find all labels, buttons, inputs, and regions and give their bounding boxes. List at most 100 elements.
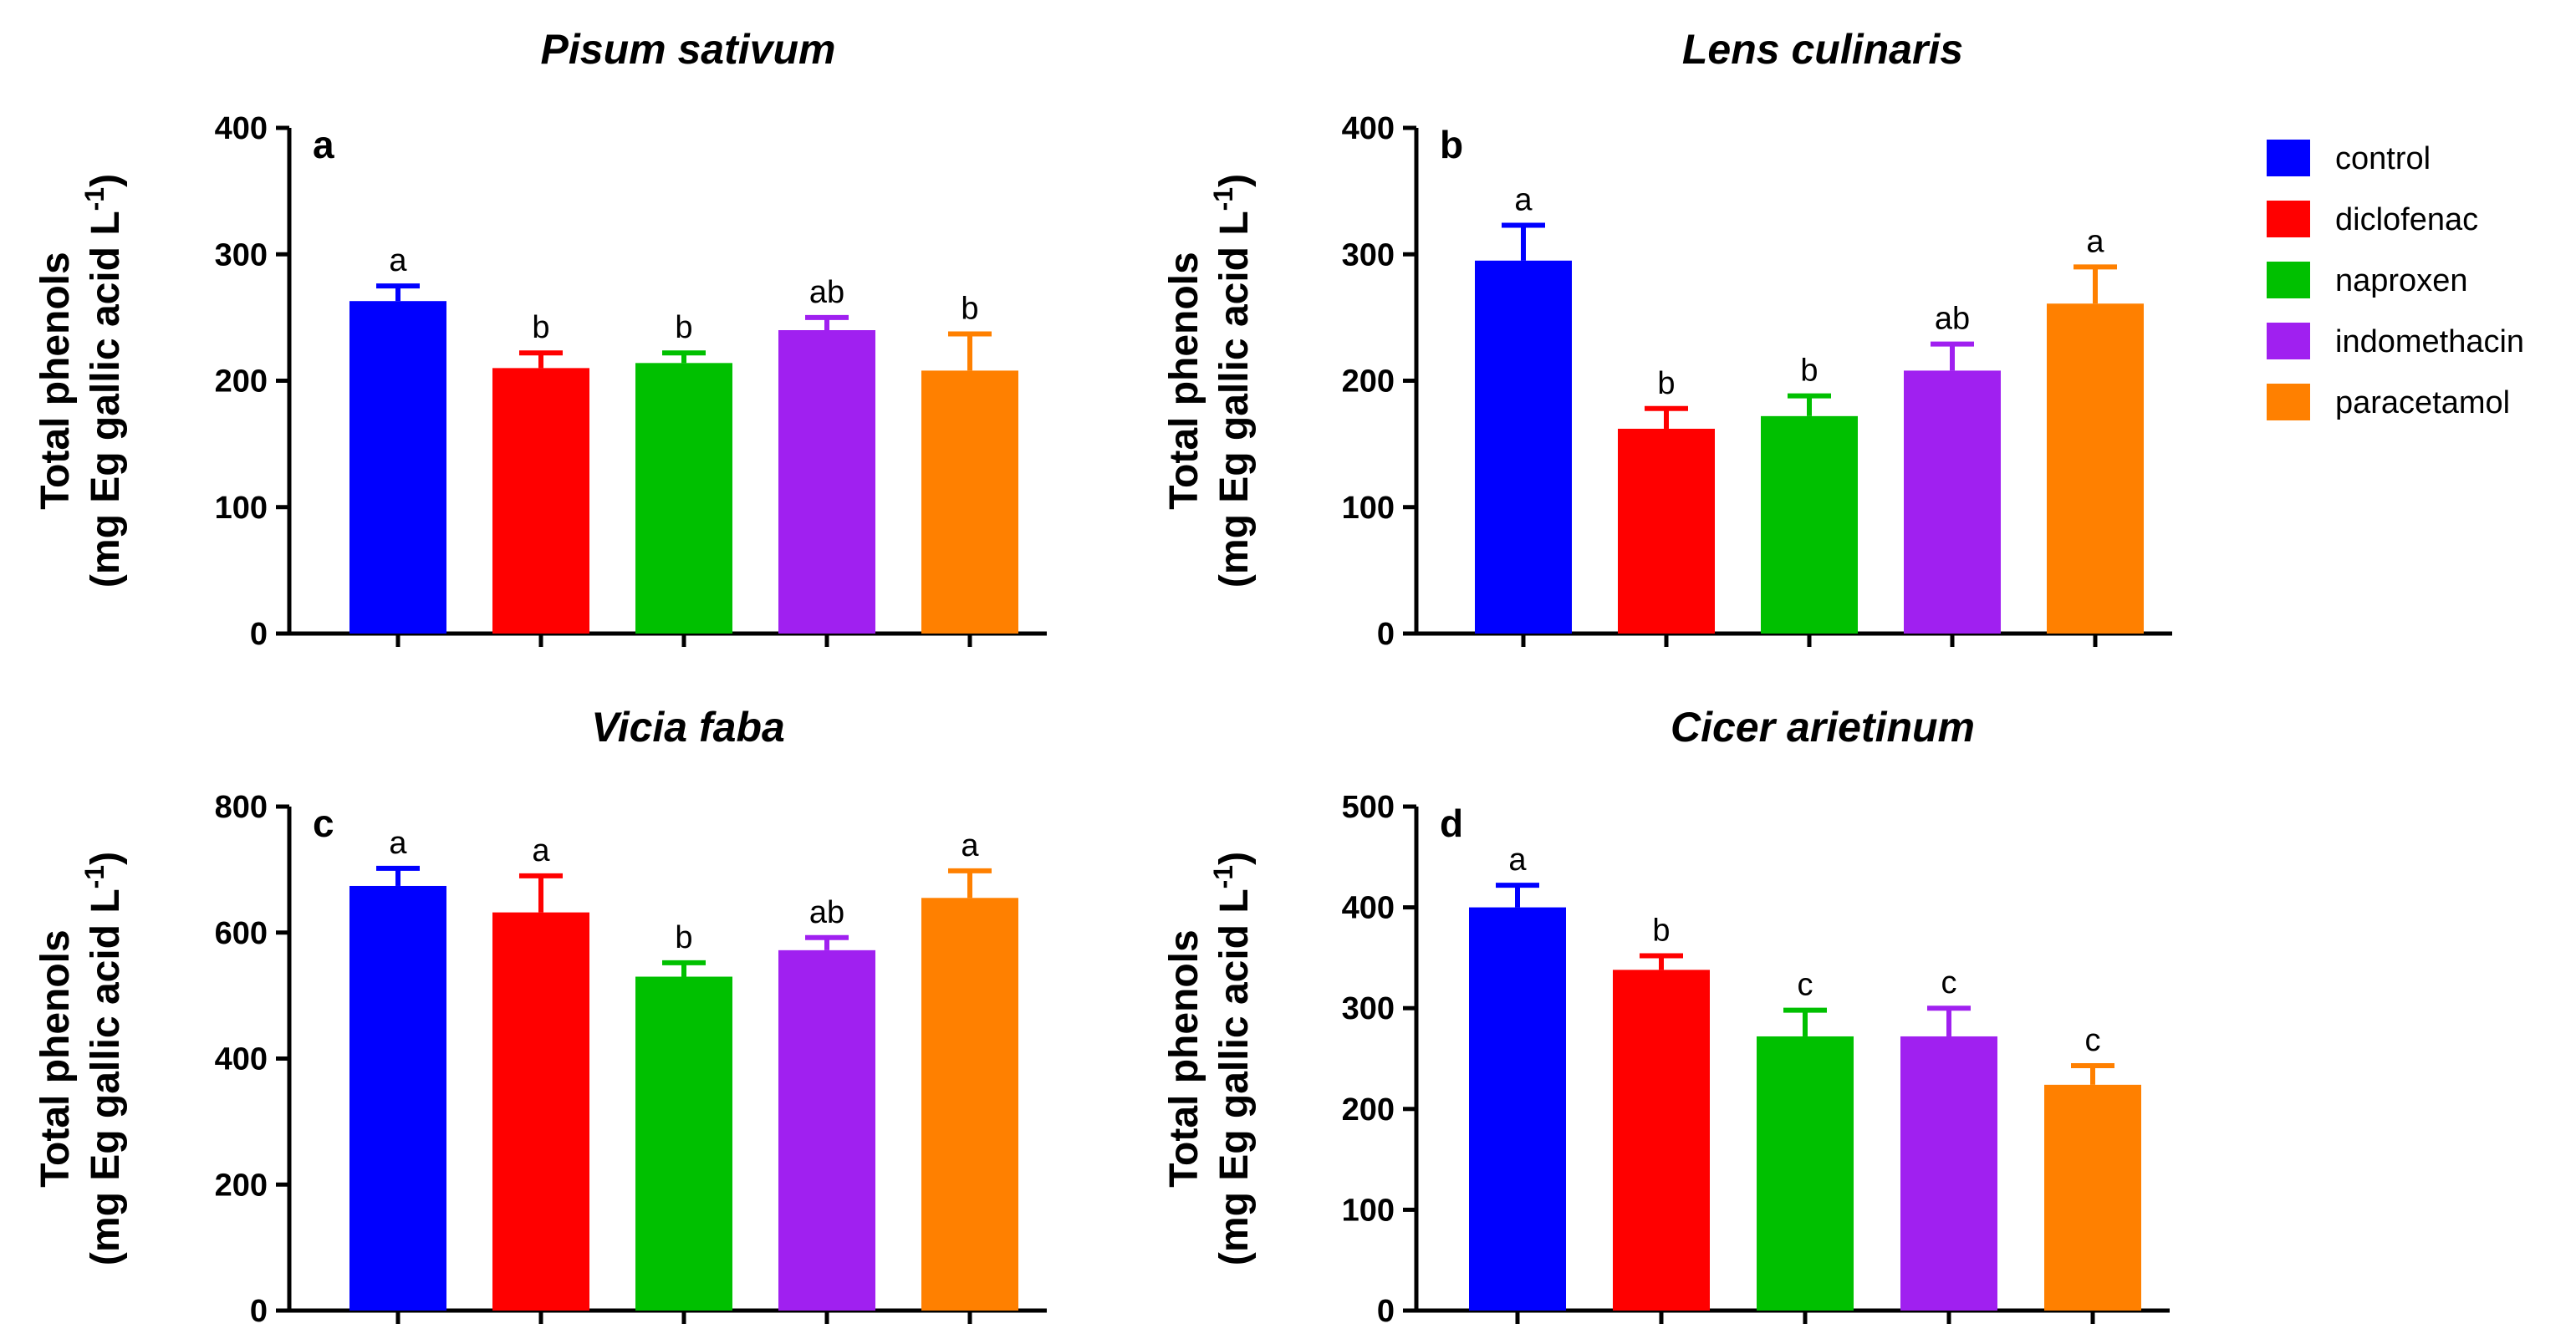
chart-title: Pisum sativum bbox=[541, 26, 836, 73]
bar-diclofenac bbox=[1613, 970, 1710, 1311]
legend-swatch bbox=[2267, 262, 2310, 298]
significance-letter: c bbox=[1941, 965, 1957, 1000]
y-axis-label-line2: (mg Eg gallic acid L-1) bbox=[79, 174, 128, 588]
bar-paracetamol bbox=[921, 898, 1018, 1311]
legend: control diclofenac naproxen indomethacin par… bbox=[2267, 140, 2524, 420]
y-axis-label-line2: (mg Eg gallic acid L-1) bbox=[79, 852, 128, 1265]
bar-control bbox=[1475, 260, 1572, 634]
chart-title: Lens culinaris bbox=[1682, 26, 1963, 73]
significance-letter: ab bbox=[809, 275, 844, 310]
panel-letter: a bbox=[313, 123, 334, 166]
bar-indomethacin bbox=[778, 949, 875, 1311]
bar-naproxen bbox=[1757, 1036, 1854, 1311]
y-axis-label-line1: Total phenols bbox=[33, 929, 78, 1187]
legend-swatch bbox=[2267, 323, 2310, 359]
significance-letter: a bbox=[961, 828, 979, 863]
significance-letter: a bbox=[2086, 224, 2104, 259]
significance-letter: a bbox=[1508, 843, 1527, 878]
y-tick-label: 300 bbox=[1342, 991, 1395, 1026]
y-tick-label: 300 bbox=[215, 237, 268, 272]
bar-diclofenac bbox=[492, 368, 589, 634]
y-axis-label-line1: Total phenols bbox=[1162, 929, 1206, 1187]
significance-letter: ab bbox=[1935, 302, 1970, 337]
y-axis-label-close: ) bbox=[84, 174, 128, 187]
bar-diclofenac bbox=[492, 912, 589, 1311]
bar-diclofenac bbox=[1618, 428, 1715, 634]
y-axis-label-exponent: -1 bbox=[79, 865, 110, 888]
chart-title: Cicer arietinum bbox=[1671, 704, 1975, 751]
y-axis-label-units: (mg Eg gallic acid L bbox=[1212, 888, 1257, 1265]
y-axis-label-close: ) bbox=[84, 852, 128, 865]
y-axis-label-units: (mg Eg gallic acid L bbox=[84, 211, 128, 588]
y-axis-label-line1: Total phenols bbox=[33, 252, 78, 509]
legend-label: paracetamol bbox=[2335, 385, 2510, 420]
chart-panel-b: Lens culinaris Total phenols (mg Eg gallic… bbox=[1162, 26, 2172, 652]
bar-naproxen bbox=[635, 363, 732, 634]
chart-panel-c: Vicia faba Total phenols (mg Eg gallic aci… bbox=[33, 704, 1047, 1329]
y-tick-label: 500 bbox=[1342, 790, 1395, 825]
legend-swatch bbox=[2267, 201, 2310, 237]
y-tick-label: 0 bbox=[1377, 617, 1395, 652]
y-tick-label: 400 bbox=[215, 1042, 268, 1077]
significance-letter: b bbox=[675, 310, 692, 345]
y-tick-label: 100 bbox=[215, 491, 268, 526]
y-tick-label: 600 bbox=[215, 916, 268, 951]
y-axis-label-line2: (mg Eg gallic acid L-1) bbox=[1208, 174, 1257, 588]
significance-letter: c bbox=[1798, 968, 1813, 1003]
y-tick-label: 800 bbox=[215, 790, 268, 825]
y-axis-label-close: ) bbox=[1212, 852, 1257, 865]
significance-letter: b bbox=[1657, 366, 1675, 401]
y-tick-label: 200 bbox=[1342, 1092, 1395, 1128]
bar-control bbox=[349, 301, 446, 634]
bar-indomethacin bbox=[1900, 1036, 1997, 1311]
y-tick-label: 300 bbox=[1342, 237, 1395, 272]
significance-letter: a bbox=[389, 243, 407, 278]
significance-letter: b bbox=[1800, 354, 1818, 389]
panel-letter: b bbox=[1440, 123, 1463, 166]
bar-control bbox=[1469, 907, 1566, 1311]
significance-letter: a bbox=[1514, 182, 1533, 217]
y-tick-label: 0 bbox=[250, 617, 268, 652]
y-tick-label: 400 bbox=[215, 111, 268, 146]
significance-letter: ab bbox=[809, 895, 844, 930]
y-axis-label-exponent: -1 bbox=[1208, 865, 1238, 888]
y-axis-label-exponent: -1 bbox=[1208, 187, 1238, 211]
chart-title: Vicia faba bbox=[591, 704, 785, 751]
y-axis-label-line2: (mg Eg gallic acid L-1) bbox=[1208, 852, 1257, 1265]
legend-swatch bbox=[2267, 384, 2310, 420]
legend-label: control bbox=[2335, 141, 2431, 176]
legend-label: indomethacin bbox=[2335, 324, 2524, 359]
bar-paracetamol bbox=[2047, 303, 2144, 634]
y-tick-label: 400 bbox=[1342, 891, 1395, 926]
y-tick-label: 200 bbox=[1342, 364, 1395, 400]
panel-letter: c bbox=[313, 802, 334, 845]
significance-letter: c bbox=[2085, 1023, 2101, 1058]
bar-indomethacin bbox=[778, 330, 875, 634]
chart-panel-a: Pisum sativum Total phenols (mg Eg gallic … bbox=[33, 26, 1047, 652]
y-tick-label: 100 bbox=[1342, 1193, 1395, 1228]
significance-letter: a bbox=[389, 826, 407, 861]
significance-letter: b bbox=[961, 292, 978, 327]
bar-indomethacin bbox=[1904, 370, 2001, 634]
y-axis-label-units: (mg Eg gallic acid L bbox=[84, 888, 128, 1265]
legend-label: naproxen bbox=[2335, 263, 2467, 298]
legend-label: diclofenac bbox=[2335, 202, 2478, 237]
chart-panel-d: Cicer arietinum Total phenols (mg Eg galli… bbox=[1162, 704, 2170, 1329]
significance-letter: b bbox=[675, 920, 692, 955]
significance-letter: a bbox=[532, 833, 550, 868]
significance-letter: b bbox=[1652, 913, 1670, 948]
panel-letter: d bbox=[1440, 802, 1463, 845]
y-axis-label-units: (mg Eg gallic acid L bbox=[1212, 211, 1257, 588]
bar-paracetamol bbox=[2044, 1084, 2141, 1311]
y-tick-label: 200 bbox=[215, 1168, 268, 1203]
y-tick-label: 200 bbox=[215, 364, 268, 400]
y-tick-label: 0 bbox=[250, 1294, 268, 1329]
y-axis-label-line1: Total phenols bbox=[1162, 252, 1206, 509]
y-axis-label-close: ) bbox=[1212, 174, 1257, 187]
y-tick-label: 400 bbox=[1342, 111, 1395, 146]
bar-naproxen bbox=[1761, 415, 1858, 634]
legend-swatch bbox=[2267, 140, 2310, 176]
significance-letter: b bbox=[532, 310, 549, 345]
y-tick-label: 100 bbox=[1342, 491, 1395, 526]
